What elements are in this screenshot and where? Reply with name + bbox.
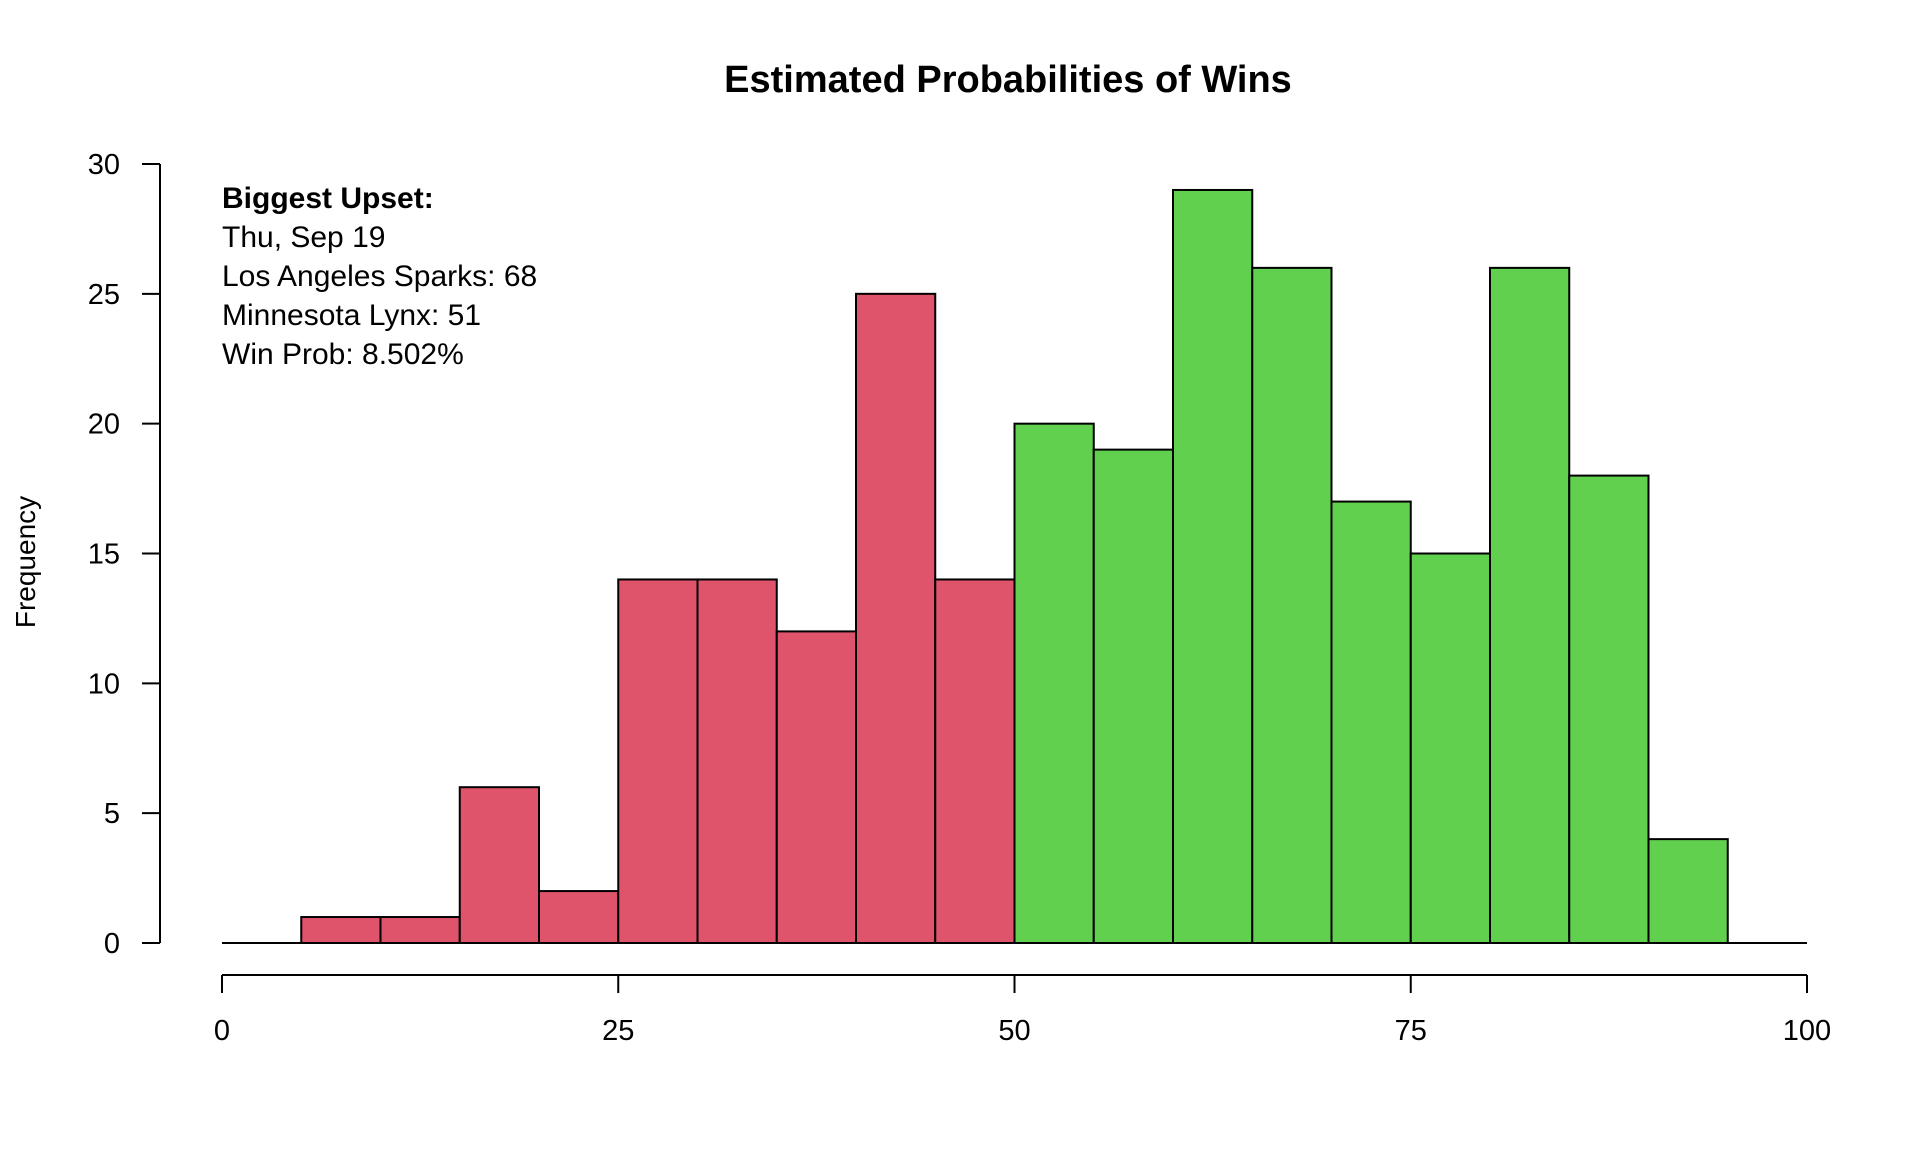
x-tick-label: 0 xyxy=(214,1015,230,1047)
y-tick-label: 20 xyxy=(88,409,120,441)
annotation-line-date: Thu, Sep 19 xyxy=(222,221,385,254)
histogram-bar-60-65 xyxy=(1172,188,1254,944)
histogram-bars xyxy=(222,188,1807,945)
y-axis: 0 5 10 15 20 25 30 xyxy=(88,149,161,960)
annotation-line-team-2: Minnesota Lynx: 51 xyxy=(222,299,481,332)
y-tick-label: 10 xyxy=(88,668,120,700)
x-tick-label: 75 xyxy=(1395,1015,1427,1047)
y-tick-label: 5 xyxy=(104,798,120,830)
histogram-bar-45-50 xyxy=(934,578,1016,944)
histogram-bar-30-35 xyxy=(696,578,778,944)
chart-title: Estimated Probabilities of Wins xyxy=(724,59,1292,101)
x-tick-label: 25 xyxy=(602,1015,634,1047)
histogram-bar-85-90 xyxy=(1568,474,1650,944)
x-tick-label: 50 xyxy=(998,1015,1030,1047)
annotation-line-team-1: Los Angeles Sparks: 68 xyxy=(222,260,537,293)
biggest-upset-annotation: Biggest Upset: Thu, Sep 19 Los Angeles S… xyxy=(222,182,537,371)
annotation-title: Biggest Upset: xyxy=(222,182,434,215)
histogram-bar-75-80 xyxy=(1409,552,1491,944)
y-tick-label: 25 xyxy=(88,279,120,311)
annotation-line-win-prob: Win Prob: 8.502% xyxy=(222,338,464,371)
y-tick-label: 0 xyxy=(104,928,120,960)
histogram-bar-35-40 xyxy=(775,630,857,945)
y-axis-label: Frequency xyxy=(10,496,41,628)
y-tick-label: 15 xyxy=(88,539,120,571)
y-tick-label: 30 xyxy=(88,149,120,181)
histogram-bar-20-25 xyxy=(538,890,620,944)
x-axis: 0 25 50 75 100 xyxy=(214,974,1831,1047)
histogram-bar-65-70 xyxy=(1251,266,1333,945)
histogram-bar-5-10 xyxy=(300,916,382,944)
histogram-bar-80-85 xyxy=(1489,266,1571,945)
histogram-bar-70-75 xyxy=(1330,500,1412,944)
x-tick-label: 100 xyxy=(1783,1015,1831,1047)
histogram-bar-15-20 xyxy=(458,786,540,945)
histogram-bar-40-45 xyxy=(855,292,937,945)
histogram-bar-55-60 xyxy=(1092,448,1174,944)
histogram-bar-50-55 xyxy=(1013,422,1095,944)
histogram-bar-10-15 xyxy=(379,916,461,944)
histogram-bar-90-95 xyxy=(1647,838,1729,945)
histogram-bar-25-30 xyxy=(617,578,699,944)
